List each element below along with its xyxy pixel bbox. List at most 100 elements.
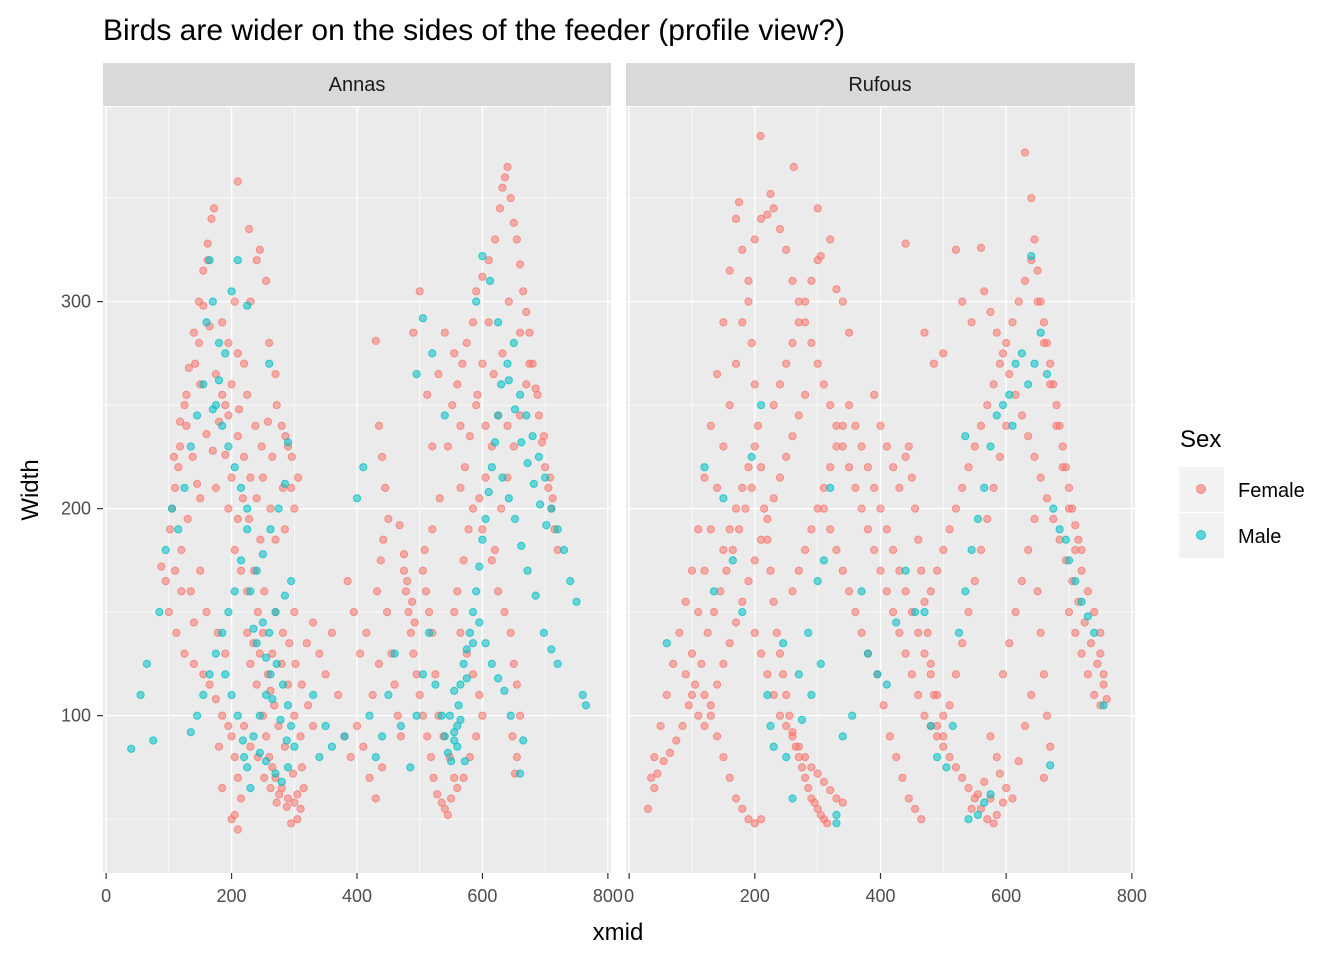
data-point-male <box>199 690 208 700</box>
data-point-male <box>454 701 463 710</box>
data-point-male <box>516 769 525 778</box>
data-point-male <box>572 597 581 606</box>
data-point-male <box>246 587 255 596</box>
data-point-female <box>920 711 929 720</box>
x-tick-label: 0 <box>624 886 634 906</box>
panel-annas-grid <box>103 107 611 873</box>
data-point-male <box>205 670 214 679</box>
data-point-female <box>376 556 385 565</box>
data-point-female <box>911 804 920 813</box>
x-axis-rufous: 0 200 400 600 800 <box>624 873 1147 906</box>
data-point-female <box>211 483 220 492</box>
data-point-female <box>390 680 399 689</box>
data-point-female <box>191 359 200 368</box>
data-point-female <box>174 463 183 472</box>
data-point-female <box>1077 649 1086 658</box>
data-point-female <box>221 450 230 459</box>
data-point-male <box>510 514 520 524</box>
data-point-male <box>523 566 532 575</box>
data-point-female <box>735 198 744 207</box>
data-point-male <box>1008 421 1017 430</box>
data-point-female <box>964 608 973 617</box>
data-point-female <box>263 417 272 426</box>
data-point-male <box>268 695 277 704</box>
data-point-male <box>504 376 513 385</box>
data-point-female <box>911 504 920 513</box>
data-point-female <box>498 349 507 358</box>
data-point-male <box>283 763 293 772</box>
data-point-female <box>199 266 208 275</box>
data-point-female <box>926 587 935 596</box>
data-point-male <box>271 769 280 778</box>
data-point-female <box>706 421 715 430</box>
data-point-female <box>257 442 266 451</box>
data-point-female <box>218 784 227 793</box>
data-point-female <box>443 810 452 820</box>
data-point-female <box>920 328 929 337</box>
data-point-female <box>475 690 484 700</box>
data-point-female <box>1008 318 1017 327</box>
data-point-male <box>282 736 291 745</box>
data-point-female <box>694 525 703 534</box>
data-point-female <box>409 328 418 337</box>
data-point-female <box>478 525 487 534</box>
data-point-female <box>500 608 509 617</box>
data-point-male <box>262 690 271 700</box>
data-point-female <box>662 690 671 700</box>
data-point-male <box>992 411 1001 420</box>
data-point-male <box>238 736 247 745</box>
data-point-female <box>1002 338 1011 348</box>
data-point-female <box>299 784 308 793</box>
data-point-female <box>189 328 198 337</box>
data-point-female <box>1083 587 1093 596</box>
data-point-female <box>1074 535 1083 544</box>
data-point-female <box>166 525 175 534</box>
data-point-female <box>503 421 512 430</box>
data-point-female <box>450 349 459 358</box>
data-point-female <box>1077 566 1086 575</box>
data-point-female <box>1017 411 1027 420</box>
data-point-female <box>756 131 765 141</box>
data-point-female <box>464 525 473 534</box>
data-point-female <box>750 556 759 565</box>
data-point-female <box>1099 680 1108 689</box>
data-point-female <box>989 380 998 389</box>
data-point-male <box>566 577 575 586</box>
data-point-male <box>485 276 495 285</box>
data-point-male <box>1077 597 1086 606</box>
data-point-female <box>285 639 294 648</box>
data-point-male <box>519 736 528 745</box>
data-point-female <box>1090 608 1099 617</box>
data-point-female <box>506 194 515 203</box>
data-point-female <box>410 618 419 627</box>
data-point-male <box>450 686 459 695</box>
data-point-male <box>719 494 728 503</box>
data-point-female <box>760 504 769 513</box>
data-point-female <box>870 483 879 492</box>
data-point-female <box>766 189 775 199</box>
data-point-female <box>164 608 173 617</box>
data-point-male <box>406 763 415 772</box>
data-point-female <box>697 659 706 669</box>
data-point-female <box>782 721 791 731</box>
data-point-female <box>713 370 722 379</box>
data-point-female <box>851 421 860 430</box>
data-point-female <box>218 318 227 327</box>
data-point-female <box>653 769 662 778</box>
data-point-female <box>819 380 829 389</box>
data-point-male <box>848 711 857 720</box>
data-point-male <box>788 794 797 803</box>
data-point-female <box>951 504 961 513</box>
data-point-female <box>506 628 515 637</box>
data-point-male <box>1064 556 1074 565</box>
data-point-male <box>516 390 525 399</box>
data-point-female <box>807 276 816 285</box>
data-point-female <box>283 794 293 803</box>
data-point-female <box>224 338 233 348</box>
data-point-female <box>1046 742 1055 751</box>
data-point-female <box>769 401 778 410</box>
data-point-female <box>650 784 659 793</box>
data-point-male <box>224 442 233 451</box>
data-point-male <box>766 721 775 731</box>
data-point-female <box>819 777 829 787</box>
